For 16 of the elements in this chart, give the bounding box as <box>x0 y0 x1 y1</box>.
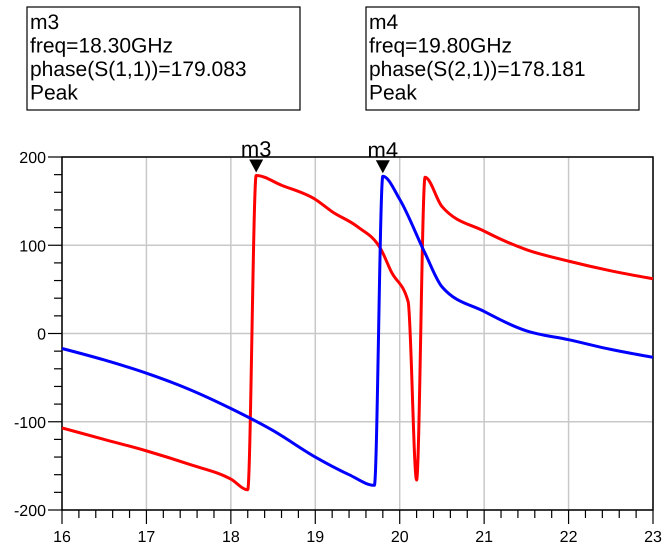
x-tick-label: 17 <box>138 529 156 546</box>
x-tick-label: 16 <box>53 529 71 546</box>
y-tick-label: 0 <box>37 326 46 344</box>
x-tick-label: 19 <box>306 529 324 546</box>
x-tick-label: 20 <box>390 529 409 546</box>
x-tick-label: 21 <box>475 529 494 546</box>
x-tick-label: 22 <box>560 529 578 546</box>
y-tick-label: -100 <box>14 414 46 432</box>
y-tick-label: -200 <box>14 503 46 520</box>
y-tick-label: 100 <box>19 238 46 256</box>
y-tick-label: 200 <box>19 150 46 167</box>
annotation: m3 <box>240 136 272 162</box>
text: m4 freq=19.80GHz phase(S(2,1))=178.181 Peak <box>369 11 586 104</box>
x-tick-label: 18 <box>222 529 240 546</box>
x-tick-label: 23 <box>644 529 662 546</box>
text: m3 freq=18.30GHz phase(S(1,1))=179.083 Peak <box>30 11 247 104</box>
